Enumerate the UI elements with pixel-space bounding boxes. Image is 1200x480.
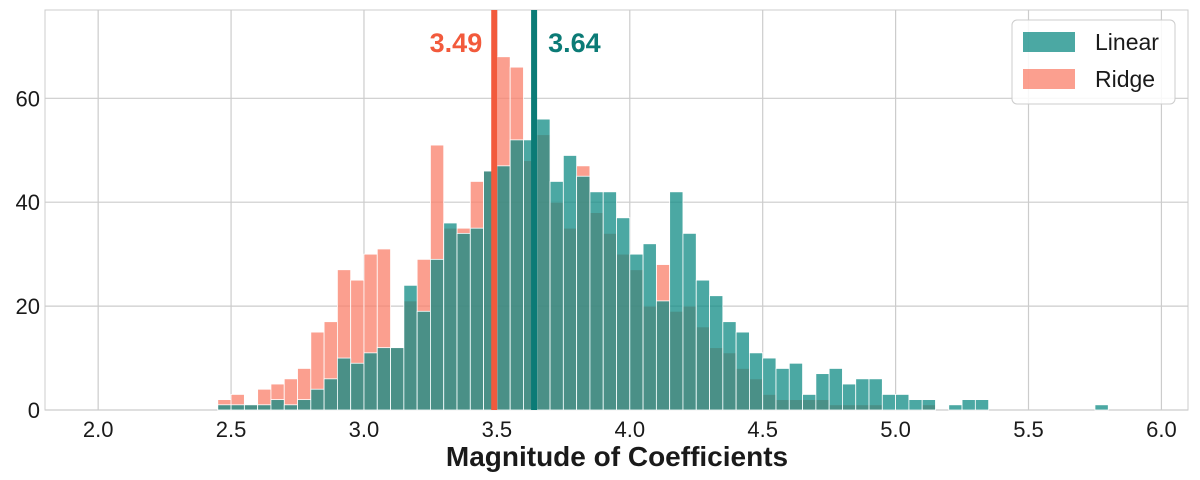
linear-mean-label: 3.64	[548, 28, 601, 58]
linear-bar	[642, 243, 657, 411]
y-tick-label: 60	[16, 86, 40, 111]
linear-bar	[749, 352, 764, 411]
legend: Linear Ridge	[1011, 19, 1176, 105]
linear-bar	[363, 352, 378, 411]
mean-lines: 3.49 3.64	[430, 10, 601, 410]
linear-bar	[695, 279, 710, 411]
x-tick-label: 3.5	[482, 417, 513, 442]
linear-bar	[376, 347, 391, 411]
linear-bars	[217, 118, 1109, 411]
linear-bar	[855, 378, 870, 411]
linear-bar	[921, 399, 936, 411]
linear-bar	[416, 310, 431, 411]
linear-bar	[230, 404, 245, 411]
linear-bar	[895, 394, 910, 411]
linear-bar	[974, 399, 990, 411]
linear-bar	[536, 118, 551, 411]
linear-bar	[1094, 404, 1109, 411]
ridge-legend-label: Ridge	[1095, 66, 1155, 92]
linear-legend-swatch	[1023, 32, 1075, 52]
linear-bar	[961, 399, 976, 411]
linear-bar	[655, 300, 671, 411]
linear-bar	[456, 232, 471, 411]
linear-bar	[310, 388, 325, 411]
x-tick-label: 5.0	[880, 417, 911, 442]
linear-bar	[323, 378, 338, 411]
linear-bar	[589, 191, 604, 411]
linear-bar	[908, 399, 923, 411]
linear-bar	[562, 155, 578, 411]
x-tick-label: 4.5	[747, 417, 778, 442]
linear-bar	[868, 378, 883, 411]
linear-bar	[682, 232, 697, 411]
linear-bar	[270, 399, 285, 411]
linear-bar	[297, 399, 312, 411]
tick-labels: 2.0 2.5 3.0 3.5 4.0 4.5 5.0 5.5 6.0 0 20 40 60	[16, 86, 1177, 442]
linear-bar	[762, 357, 777, 411]
linear-bar	[243, 404, 259, 411]
x-tick-label: 2.0	[83, 417, 114, 442]
linear-bar	[881, 394, 897, 411]
linear-bar	[802, 394, 817, 411]
linear-bar	[815, 373, 830, 411]
linear-bar	[735, 331, 750, 411]
y-tick-label: 20	[16, 294, 40, 319]
linear-bar	[283, 404, 298, 411]
linear-bar	[336, 357, 352, 411]
linear-bar	[390, 347, 405, 411]
linear-bar	[602, 191, 617, 411]
linear-bar	[629, 253, 644, 411]
linear-bar	[576, 175, 591, 411]
x-tick-label: 2.5	[216, 417, 247, 442]
linear-bar	[828, 368, 843, 411]
linear-bar	[709, 295, 724, 411]
linear-bar	[842, 383, 857, 411]
linear-bar	[669, 191, 684, 411]
linear-bar	[257, 404, 272, 411]
y-tick-label: 0	[28, 398, 40, 423]
linear-bar	[775, 368, 790, 411]
ridge-legend-swatch	[1023, 69, 1075, 89]
x-tick-label: 5.5	[1013, 417, 1044, 442]
linear-bar	[403, 284, 418, 411]
linear-bar	[948, 404, 963, 411]
linear-bar	[509, 139, 524, 411]
y-tick-label: 40	[16, 190, 40, 215]
linear-bar	[496, 165, 511, 411]
linear-bar	[430, 258, 445, 411]
linear-bar	[722, 321, 737, 411]
x-tick-label: 4.0	[614, 417, 645, 442]
linear-bar	[443, 222, 458, 411]
linear-bar	[549, 181, 564, 411]
x-axis-title: Magnitude of Coefficients	[446, 441, 788, 472]
linear-bar	[217, 404, 232, 411]
linear-bar	[469, 227, 484, 411]
linear-bar	[350, 362, 365, 411]
linear-legend-label: Linear	[1095, 29, 1159, 55]
linear-bar	[616, 217, 631, 411]
linear-bar	[788, 362, 803, 411]
x-tick-label: 3.0	[349, 417, 380, 442]
ridge-mean-label: 3.49	[430, 28, 483, 58]
x-tick-label: 6.0	[1146, 417, 1177, 442]
